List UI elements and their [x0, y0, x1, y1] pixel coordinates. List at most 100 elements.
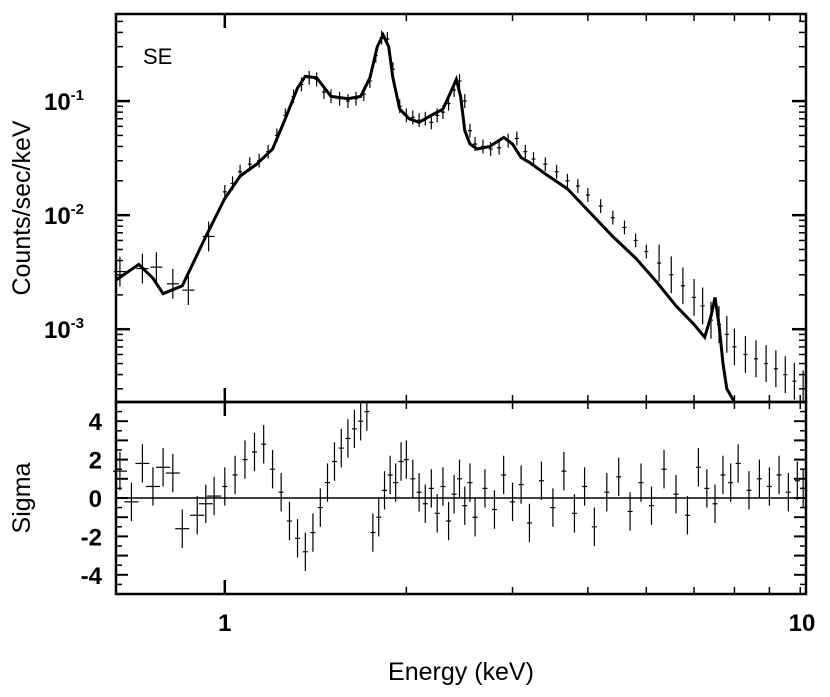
residual-point [261, 425, 267, 464]
residual-point [467, 463, 473, 502]
residual-point [746, 471, 752, 510]
data-point [753, 340, 758, 378]
residual-point [728, 463, 734, 502]
data-point [801, 370, 806, 402]
data-point [764, 345, 769, 382]
residual-point [387, 455, 393, 495]
residual-point [451, 474, 457, 514]
data-point [732, 328, 737, 366]
y-tick-label: 10-2 [44, 201, 84, 230]
x-axis-tick-labels: 1 10 [218, 610, 815, 637]
residual-point [410, 459, 416, 498]
residual-point [364, 402, 370, 431]
data-point [182, 275, 195, 306]
residual-point [491, 490, 497, 529]
residual-point [278, 473, 284, 512]
model-curve [115, 31, 736, 403]
residual-point [198, 484, 213, 523]
residual-point [501, 455, 507, 495]
residual-point [175, 509, 190, 548]
residual-point [800, 469, 806, 508]
bottom-panel: 4 2 0 -2 -4 Sigma [8, 400, 808, 596]
x-tick-label: 10 [789, 610, 816, 637]
residual-point [207, 476, 222, 516]
residual-point [571, 494, 577, 533]
residual-point [422, 484, 428, 523]
residual-point [156, 448, 171, 487]
residual-point [756, 459, 762, 498]
y-tick-label: 0 [89, 486, 102, 513]
data-point [792, 362, 797, 400]
residual-point [232, 455, 238, 495]
y-axis-title-counts: Counts/sec/keV [8, 120, 36, 295]
residual-point [591, 507, 597, 546]
residual-point [124, 482, 139, 522]
residual-point [616, 457, 622, 497]
data-point [692, 278, 697, 316]
residual-point [242, 440, 248, 479]
residual-point [295, 519, 301, 558]
residual-point [324, 463, 330, 502]
residual-point [370, 513, 376, 552]
data-point [543, 157, 548, 172]
residual-point [561, 451, 567, 491]
y-tick-label: 2 [89, 448, 102, 475]
bottom-panel-ticks: 4 2 0 -2 -4 [81, 401, 806, 595]
data-point [166, 268, 179, 299]
residual-point [704, 469, 710, 508]
residual-point [358, 402, 364, 441]
y-tick-label: 10-3 [44, 315, 84, 344]
residual-point [648, 486, 654, 525]
data-point [680, 267, 685, 305]
data-point [462, 94, 467, 109]
residual-point [145, 467, 160, 506]
data-point [429, 115, 434, 130]
residual-point [766, 467, 772, 506]
residual-point [351, 409, 357, 449]
data-point [669, 256, 674, 294]
residual-point [286, 501, 292, 541]
residual-point [794, 461, 800, 500]
residual-point [785, 473, 791, 512]
residual-points [112, 402, 806, 571]
data-point [585, 188, 590, 202]
panel-label-se: SE [143, 44, 172, 69]
data-point [113, 256, 126, 287]
data-point [575, 179, 580, 193]
residual-point [222, 467, 228, 506]
residual-point [416, 473, 422, 512]
y-tick-label: 4 [89, 409, 103, 436]
residual-point [712, 484, 718, 523]
data-point [610, 210, 615, 225]
residual-point [338, 428, 344, 468]
residual-point [331, 442, 337, 481]
residual-point [462, 486, 468, 525]
residual-point [638, 463, 644, 502]
y-tick-label: 10-1 [44, 87, 84, 116]
residual-point [190, 496, 205, 535]
residual-point [317, 488, 323, 527]
data-point [633, 233, 638, 248]
residual-point [112, 451, 127, 491]
residual-point [302, 532, 308, 571]
residual-point [735, 444, 741, 483]
residual-point [456, 459, 462, 498]
residual-point [446, 501, 452, 541]
top-panel-ticks: 10-1 10-2 10-3 [44, 14, 806, 402]
data-point [657, 244, 662, 282]
residual-point [345, 419, 351, 458]
data-point [700, 287, 705, 325]
residual-point [720, 455, 726, 495]
residual-point [695, 448, 701, 487]
residual-point [310, 513, 316, 552]
data-point [783, 356, 788, 393]
x-tick-label: 1 [218, 610, 231, 637]
residual-point [684, 496, 690, 535]
data-point [598, 199, 603, 214]
residual-point [526, 503, 532, 543]
residual-point [165, 453, 180, 493]
x-axis-title: Energy (keV) [388, 658, 534, 686]
data-point [497, 140, 502, 155]
data-point [554, 164, 559, 179]
data-point [150, 252, 163, 283]
